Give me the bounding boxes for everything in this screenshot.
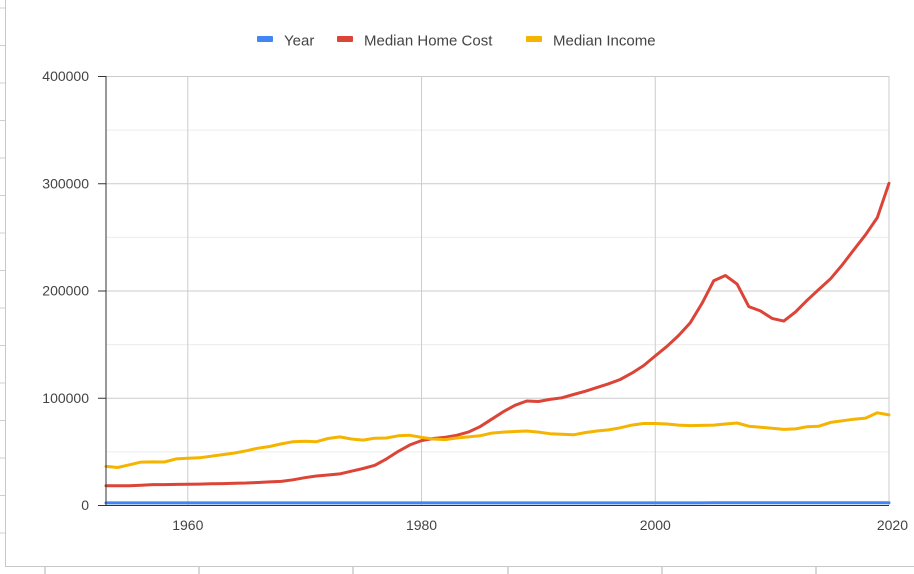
legend-swatch	[526, 36, 542, 42]
y-tick-label: 400000	[42, 68, 89, 84]
series-line	[104, 181, 891, 488]
y-tick-label: 100000	[42, 390, 89, 406]
tick-labels: 0 100000 200000 300000 400000 1960 1980 2000 202…	[42, 68, 908, 533]
legend: Year Median Home Cost Median Income	[257, 33, 656, 50]
legend-label: Median Income	[553, 33, 656, 50]
legend-swatch	[337, 36, 353, 42]
y-tick-label: 0	[81, 497, 89, 513]
gridlines	[106, 76, 890, 505]
x-tick-label: 2000	[640, 517, 671, 533]
y-tick-label: 200000	[42, 283, 89, 299]
x-tick-label: 1980	[406, 517, 437, 533]
series-line	[104, 411, 891, 469]
legend-label: Year	[284, 33, 314, 50]
series-lines	[104, 181, 891, 505]
legend-swatch	[257, 36, 273, 42]
legend-label: Median Home Cost	[364, 33, 493, 50]
x-tick-label: 2020	[877, 517, 908, 533]
x-tick-label: 1960	[172, 517, 203, 533]
y-tick-label: 300000	[42, 175, 89, 191]
axes	[98, 76, 889, 506]
